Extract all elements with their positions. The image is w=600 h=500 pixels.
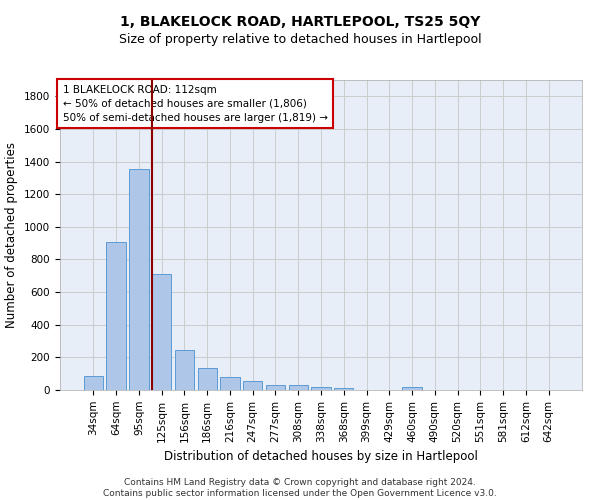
Bar: [197, 368, 217, 390]
Bar: [334, 388, 353, 390]
Bar: [243, 381, 262, 390]
Text: Contains HM Land Registry data © Crown copyright and database right 2024.
Contai: Contains HM Land Registry data © Crown c…: [103, 478, 497, 498]
Bar: [175, 350, 194, 390]
Bar: [289, 385, 308, 390]
Bar: [403, 386, 422, 390]
Bar: [106, 242, 126, 390]
Text: Size of property relative to detached houses in Hartlepool: Size of property relative to detached ho…: [119, 32, 481, 46]
Bar: [311, 386, 331, 390]
Y-axis label: Number of detached properties: Number of detached properties: [5, 142, 19, 328]
X-axis label: Distribution of detached houses by size in Hartlepool: Distribution of detached houses by size …: [164, 450, 478, 463]
Text: 1 BLAKELOCK ROAD: 112sqm
← 50% of detached houses are smaller (1,806)
50% of sem: 1 BLAKELOCK ROAD: 112sqm ← 50% of detach…: [62, 84, 328, 122]
Bar: [84, 376, 103, 390]
Bar: [266, 385, 285, 390]
Bar: [129, 169, 149, 390]
Bar: [220, 377, 239, 390]
Bar: [152, 274, 172, 390]
Text: 1, BLAKELOCK ROAD, HARTLEPOOL, TS25 5QY: 1, BLAKELOCK ROAD, HARTLEPOOL, TS25 5QY: [120, 15, 480, 29]
